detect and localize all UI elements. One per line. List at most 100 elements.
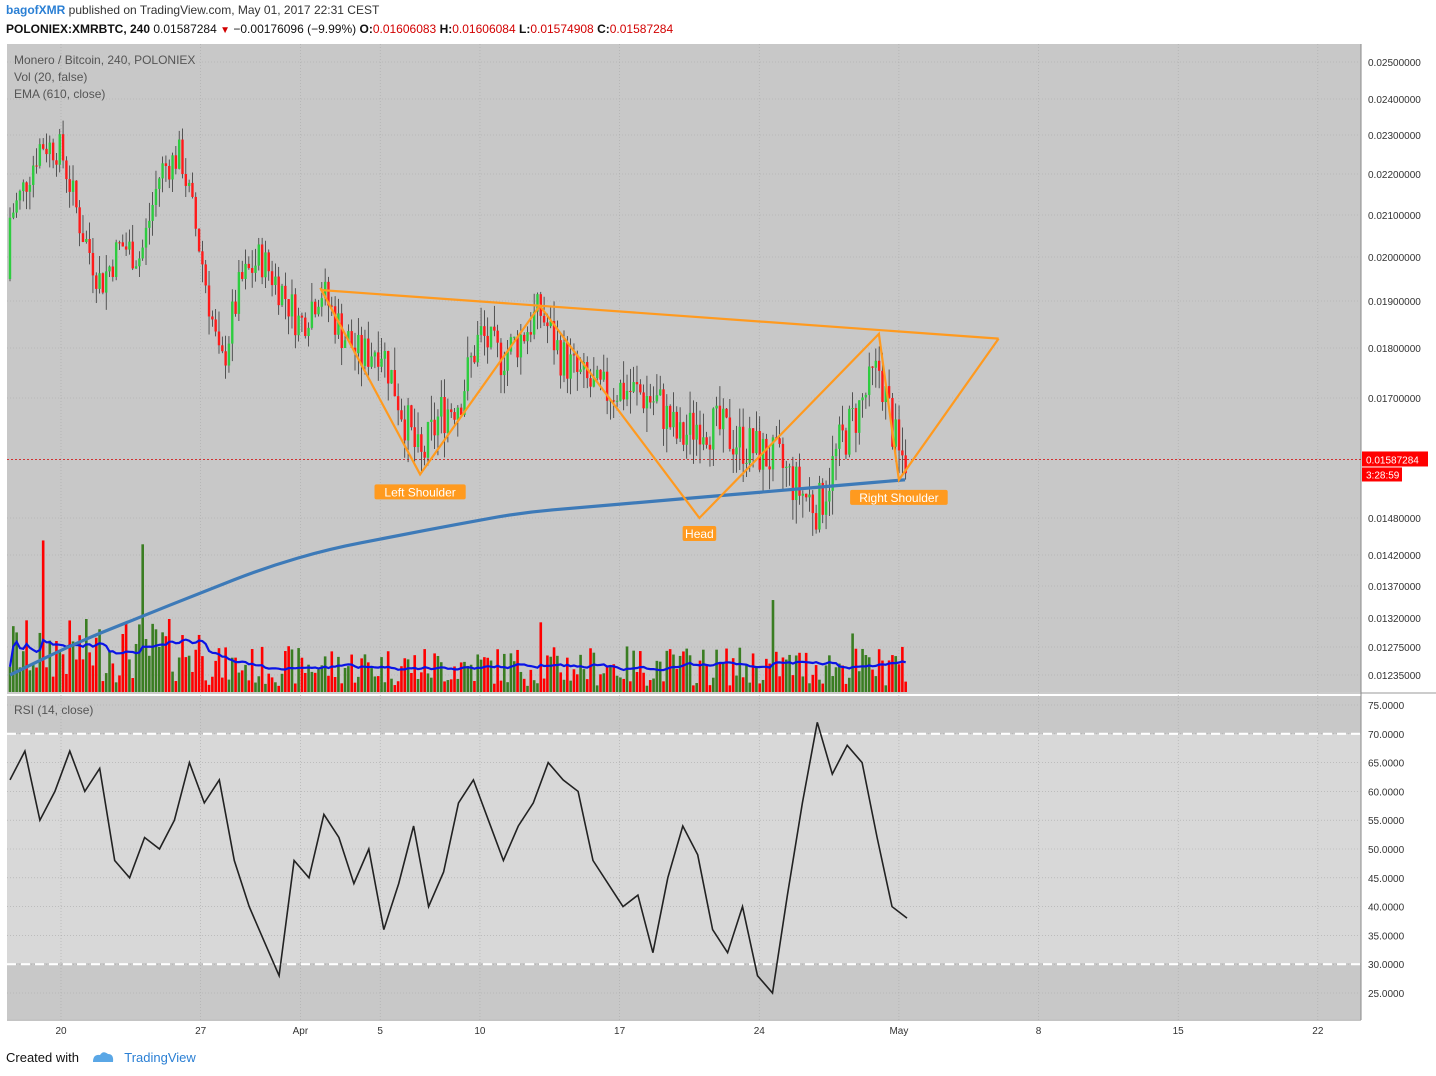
volume-bar: [602, 673, 606, 692]
volume-bar: [134, 643, 138, 692]
volume-bar: [118, 675, 121, 692]
candle-body: [75, 180, 78, 208]
volume-bar: [648, 680, 652, 692]
volume-bar: [745, 664, 748, 692]
volume-bar: [313, 672, 317, 692]
price-tick-label: 0.02100000: [1368, 211, 1421, 222]
volume-bar: [373, 676, 377, 692]
candle-body: [828, 490, 831, 502]
price-change: −0.00176096 (−9.99%): [233, 22, 357, 36]
candle-body: [897, 419, 901, 451]
volume-bar: [821, 683, 825, 692]
candle-body: [642, 392, 645, 409]
candle-body: [712, 408, 715, 450]
candle-body: [867, 366, 871, 395]
candle-body: [436, 416, 440, 436]
candle-body: [549, 321, 552, 327]
volume-bar: [479, 659, 483, 692]
rsi-tick-label: 30.0000: [1368, 960, 1405, 971]
volume-bar: [426, 673, 430, 692]
candle-body: [592, 378, 596, 387]
publish-info: bagofXMR published on TradingView.com, M…: [6, 3, 379, 17]
volume-bar: [144, 639, 148, 692]
candle-body: [619, 382, 622, 401]
time-tick-label: 20: [55, 1026, 67, 1037]
volume-bar: [393, 685, 397, 692]
volume-bar: [874, 676, 878, 692]
volume-bar: [854, 648, 858, 692]
volume-bar: [658, 661, 662, 692]
candle-body: [134, 266, 138, 269]
volume-bar: [562, 679, 566, 692]
candle-body: [884, 386, 887, 403]
volume-bar: [831, 676, 835, 692]
candle-body: [48, 142, 52, 155]
candle-body: [400, 410, 403, 420]
volume-bar: [622, 678, 626, 692]
volume-bar: [55, 640, 58, 692]
candle-body: [725, 408, 728, 418]
tradingview-brand-link[interactable]: TradingView: [124, 1050, 196, 1065]
candle-body: [357, 334, 360, 354]
volume-bar: [678, 655, 682, 692]
candle-body: [78, 207, 81, 234]
candle-body: [274, 276, 277, 286]
candle-body: [403, 419, 406, 441]
close-value: 0.01587284: [609, 22, 674, 36]
volume-bar: [592, 652, 596, 692]
candle-body: [509, 337, 513, 352]
volume-bar: [725, 648, 728, 692]
candle-body: [68, 179, 71, 192]
candle-body: [599, 369, 602, 380]
chart-canvas[interactable]: 0.02500000 0.02400000 0.02300000 0.02200000…: [0, 0, 1436, 1045]
candle-body: [672, 411, 675, 428]
volume-bar: [436, 655, 440, 692]
candle-body: [41, 144, 45, 149]
volume-bar: [871, 669, 874, 692]
candle-body: [496, 330, 499, 343]
candle-body: [250, 268, 254, 273]
author-name[interactable]: bagofXMR: [6, 3, 66, 17]
volume-bar: [224, 647, 227, 692]
candle-body: [715, 405, 718, 409]
candle-body: [244, 263, 247, 279]
volume-bar: [297, 648, 300, 692]
rsi-title: RSI (14, close): [14, 703, 93, 717]
tradingview-logo-icon: [91, 1050, 115, 1067]
candle-body: [71, 180, 75, 192]
candle-body: [148, 220, 151, 228]
candle-body: [32, 165, 35, 185]
candle-body: [290, 294, 294, 317]
volume-bar: [552, 647, 556, 692]
volume-bar: [741, 677, 745, 692]
pattern-label-box: [682, 526, 717, 541]
volume-bar: [483, 657, 486, 692]
price-tick-label: 0.01900000: [1368, 297, 1421, 308]
candle-body: [8, 217, 12, 279]
volume-bar: [771, 600, 775, 692]
volume-bar: [31, 664, 35, 692]
volume-bar: [476, 654, 480, 692]
volume-bar: [645, 685, 649, 692]
volume-bar: [114, 682, 118, 692]
volume-bar: [542, 678, 546, 692]
volume-bar: [247, 680, 251, 692]
candle-body: [901, 450, 904, 456]
volume-bar: [104, 673, 108, 692]
down-arrow-icon: ▼: [220, 25, 231, 36]
volume-bar: [94, 637, 98, 692]
pattern-label-box: [374, 484, 466, 500]
volume-bar: [430, 677, 433, 692]
candle-body: [350, 331, 353, 348]
candle-body: [513, 336, 516, 338]
candle-body: [768, 466, 771, 470]
time-tick-label: 17: [614, 1026, 626, 1037]
candle-body: [858, 400, 861, 433]
volume-bar: [881, 660, 884, 692]
volume-bar: [834, 667, 838, 692]
volume-bar: [668, 649, 672, 692]
candle-body: [22, 182, 25, 192]
volume-bar: [121, 633, 125, 692]
footer: Created with TradingView: [6, 1050, 196, 1067]
candle-body: [360, 334, 363, 366]
